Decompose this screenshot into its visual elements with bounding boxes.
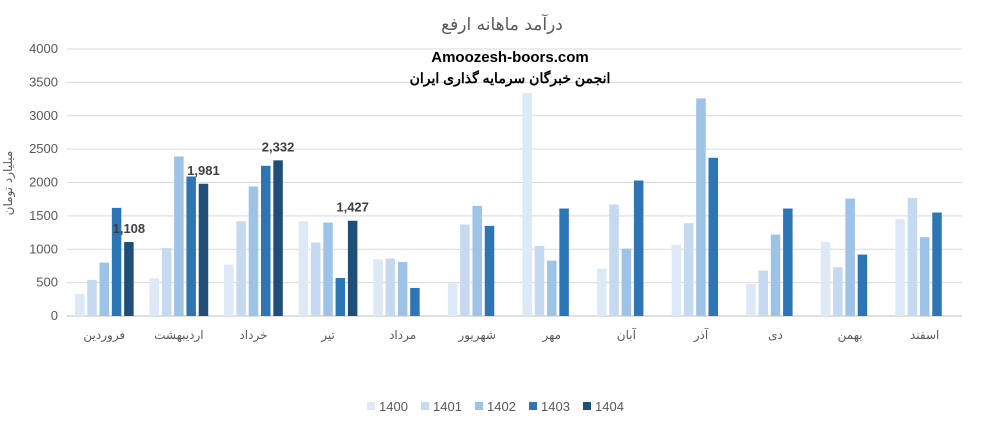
bar-1400 [149,278,160,316]
bar-1402 [919,237,930,316]
watermark-site: Amoozesh-boors.com [431,49,589,66]
bar-1404 [198,183,209,316]
bar-1400 [522,93,532,317]
category-label: خرداد [239,328,267,343]
bar-1401 [534,245,545,316]
category-label: آذر [693,327,709,343]
bar-1401 [161,247,172,316]
bar-1403 [261,165,271,316]
legend-label: 1402 [487,399,516,414]
bar-1400 [746,283,756,316]
y-tick-label: 4000 [29,41,58,56]
legend-label: 1403 [541,399,570,414]
legend-swatch [529,402,537,410]
bar-1404 [124,242,134,316]
category-label: فروردین [83,328,125,343]
bar-1401 [460,224,470,316]
category-label: مرداد [389,328,416,343]
bar-1402 [621,248,632,316]
category-label: بهمن [838,328,863,343]
bar-1403 [857,254,868,316]
bar-1403 [932,212,942,316]
bar-1403 [708,157,719,316]
bar-1401 [683,223,694,316]
bar-1400 [298,221,309,316]
bar-1402 [397,261,408,316]
bar-1402 [696,98,706,317]
bar-1400 [671,244,682,316]
bar-1400 [74,293,85,316]
bar-1400 [373,259,383,316]
bar-1401 [236,221,246,316]
bar-1404 [347,220,358,316]
legend-label: 1404 [595,399,624,414]
category-label: آبان [617,327,637,342]
bar-1401 [758,270,768,316]
bar-1400 [224,264,234,316]
bar-1403 [633,180,644,316]
y-tick-label: 3000 [29,108,58,123]
category-label: اسفند [910,328,939,342]
y-tick-label: 2500 [29,141,58,156]
bar-1402 [547,260,557,316]
legend-swatch [583,402,591,410]
data-label: 1,427 [336,200,369,215]
bar-1401 [609,204,619,316]
bar-1400 [895,219,905,316]
legend-label: 1401 [433,399,462,414]
data-label: 1,981 [187,163,220,178]
bar-1402 [174,156,184,316]
y-tick-label: 500 [36,275,58,290]
bar-1401 [833,267,843,316]
bar-1401 [907,197,918,316]
bar-1401 [385,258,396,316]
bar-1403 [186,176,196,316]
bar-1400 [820,241,831,316]
bar-1402 [323,222,333,316]
data-label: 2,332 [262,139,295,154]
bar-1403 [335,277,346,316]
y-tick-label: 0 [51,308,58,323]
bar-1401 [87,279,97,316]
bar-1402 [99,262,110,316]
bar-1401 [310,242,321,316]
bar-1403 [111,207,122,316]
bar-1402 [248,186,259,316]
data-labels: 1,108 1,981 2,332 1,427 [113,139,369,236]
bar-1402 [845,198,855,316]
y-tick-label: 1500 [29,208,58,223]
legend-swatch [421,402,429,410]
category-label: اردیبهشت [154,328,203,343]
legend-label: 1400 [379,399,408,414]
category-label: تیر [320,328,335,343]
bar-1403 [410,287,420,316]
legend: 1400 1401 1402 1403 1404 [367,399,624,414]
bar-1404 [273,160,283,316]
y-axis-label: میلیارد تومان [1,151,16,216]
chart-title: درآمد ماهانه ارفع [441,13,563,35]
gridlines [67,48,962,317]
category-label: مهر [541,328,561,343]
bar-1402 [472,205,482,316]
x-axis-categories: فروردین اردیبهشت خرداد تیر مرداد شهریور مهر آبا… [83,327,939,343]
legend-swatch [475,402,483,410]
data-label: 1,108 [113,221,146,236]
category-label: شهریور [457,328,496,343]
y-tick-label: 2000 [29,175,58,190]
bar-1402 [770,234,781,316]
y-axis-ticks: 0 500 1000 1500 2000 2500 3000 3500 4000 [29,41,58,323]
legend-swatch [367,402,375,410]
bar-1403 [783,208,793,316]
watermark-org: انجمن خبرگان سرمایه گذاری ایران [410,70,611,87]
category-label: دی [768,328,783,342]
bar-1403 [484,225,495,316]
bars [74,93,942,317]
y-tick-label: 3500 [29,74,58,89]
bar-1403 [559,208,569,316]
bar-1400 [597,268,607,316]
y-tick-label: 1000 [29,241,58,256]
bar-1400 [447,283,458,316]
